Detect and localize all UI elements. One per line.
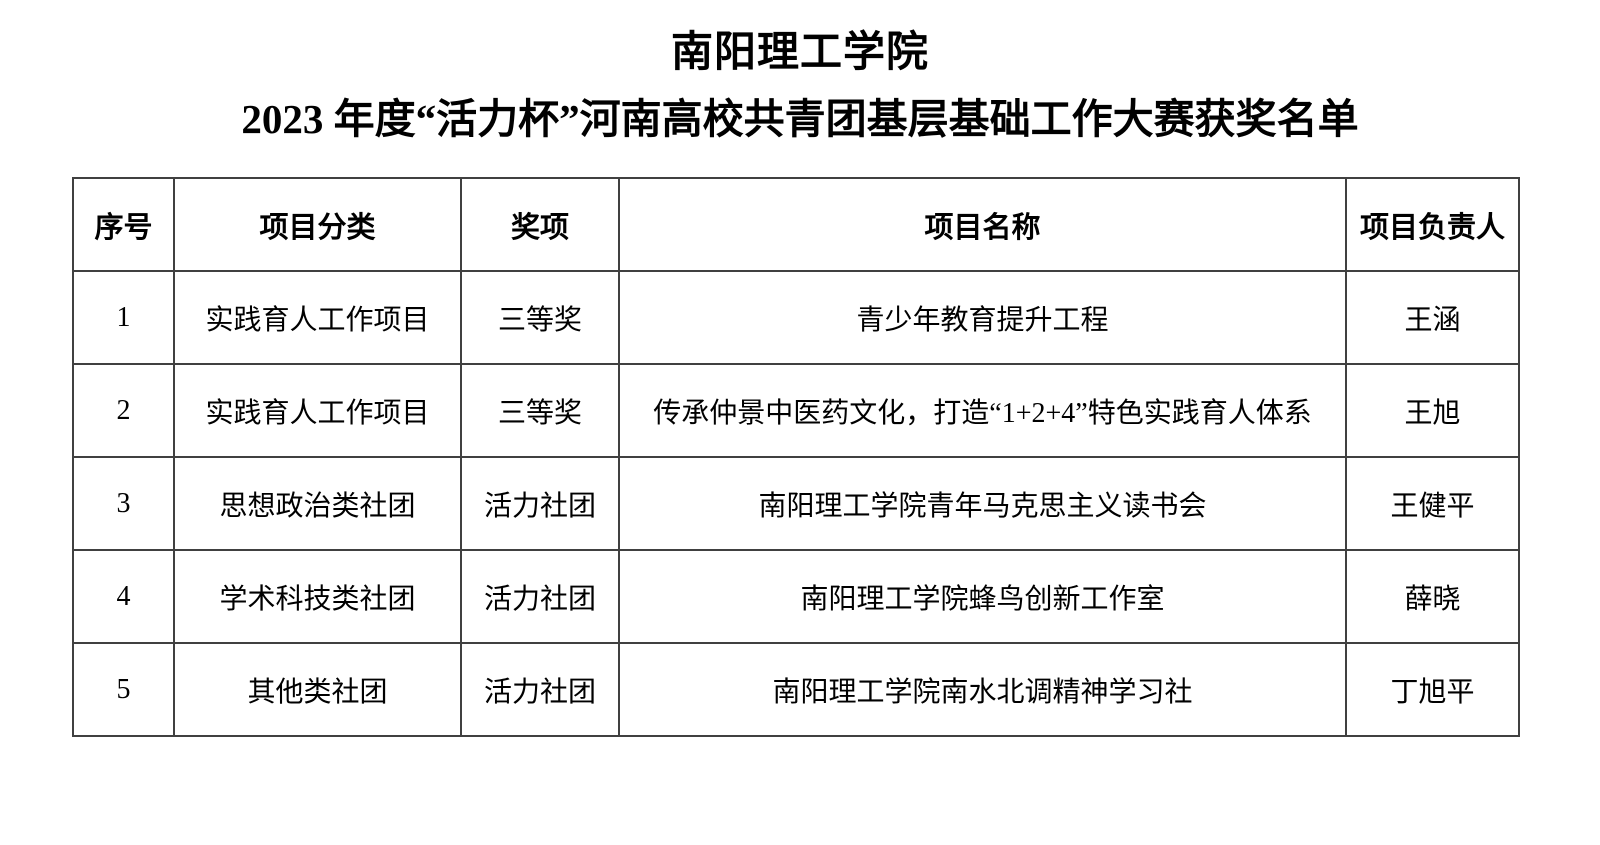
column-header-project-name: 项目名称 xyxy=(618,177,1347,272)
cell-index: 4 xyxy=(72,549,175,644)
cell-index: 2 xyxy=(72,363,175,458)
cell-category: 思想政治类社团 xyxy=(173,456,462,551)
cell-category: 实践育人工作项目 xyxy=(173,363,462,458)
cell-award: 活力社团 xyxy=(460,549,620,644)
cell-award: 三等奖 xyxy=(460,270,620,365)
cell-leader: 丁旭平 xyxy=(1345,642,1520,737)
table-row: 1 实践育人工作项目 三等奖 青少年教育提升工程 王涵 xyxy=(72,270,1520,365)
document-title: 南阳理工学院 xyxy=(670,30,929,76)
cell-category: 其他类社团 xyxy=(173,642,462,737)
cell-category: 实践育人工作项目 xyxy=(173,270,462,365)
cell-leader: 王健平 xyxy=(1345,456,1520,551)
cell-project-name: 青少年教育提升工程 xyxy=(618,270,1347,365)
column-header-award: 奖项 xyxy=(460,177,620,272)
cell-index: 5 xyxy=(72,642,175,737)
table-header-row: 序号 项目分类 奖项 项目名称 项目负责人 xyxy=(72,177,1520,272)
cell-project-name: 南阳理工学院蜂鸟创新工作室 xyxy=(618,549,1347,644)
table-row: 4 学术科技类社团 活力社团 南阳理工学院蜂鸟创新工作室 薛晓 xyxy=(72,549,1520,644)
cell-leader: 王涵 xyxy=(1345,270,1520,365)
cell-award: 活力社团 xyxy=(460,456,620,551)
cell-award: 三等奖 xyxy=(460,363,620,458)
column-header-category: 项目分类 xyxy=(173,177,462,272)
cell-index: 3 xyxy=(72,456,175,551)
cell-project-name: 南阳理工学院青年马克思主义读书会 xyxy=(618,456,1347,551)
table-row: 3 思想政治类社团 活力社团 南阳理工学院青年马克思主义读书会 王健平 xyxy=(72,456,1520,551)
table-row: 5 其他类社团 活力社团 南阳理工学院南水北调精神学习社 丁旭平 xyxy=(72,642,1520,737)
cell-project-name: 传承仲景中医药文化，打造“1+2+4”特色实践育人体系 xyxy=(618,363,1347,458)
cell-project-name: 南阳理工学院南水北调精神学习社 xyxy=(618,642,1347,737)
cell-leader: 王旭 xyxy=(1345,363,1520,458)
cell-index: 1 xyxy=(72,270,175,365)
table-row: 2 实践育人工作项目 三等奖 传承仲景中医药文化，打造“1+2+4”特色实践育人… xyxy=(72,363,1520,458)
document-subtitle: 2023 年度“活力杯”河南高校共青团基层基础工作大赛获奖名单 xyxy=(241,96,1359,142)
column-header-index: 序号 xyxy=(72,177,175,272)
award-table: 序号 项目分类 奖项 项目名称 项目负责人 1 实践育人工作项目 三等奖 青少年… xyxy=(72,177,1520,737)
column-header-leader: 项目负责人 xyxy=(1345,177,1520,272)
cell-category: 学术科技类社团 xyxy=(173,549,462,644)
cell-leader: 薛晓 xyxy=(1345,549,1520,644)
cell-award: 活力社团 xyxy=(460,642,620,737)
